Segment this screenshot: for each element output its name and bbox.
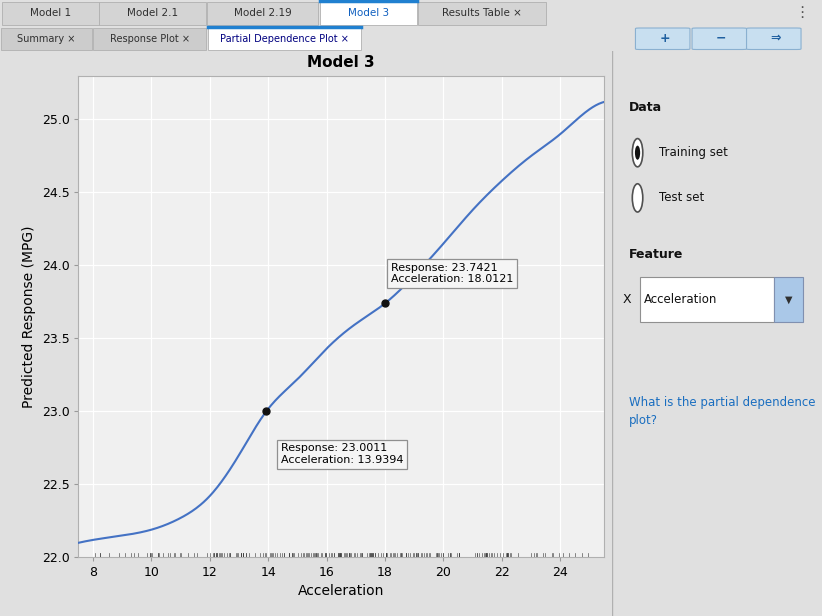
Text: ⋮: ⋮	[794, 6, 809, 20]
Text: Response: 23.7421
Acceleration: 18.0121: Response: 23.7421 Acceleration: 18.0121	[391, 262, 514, 284]
Text: ⇒: ⇒	[771, 31, 781, 44]
FancyBboxPatch shape	[207, 2, 318, 25]
Text: −: −	[716, 31, 727, 44]
Text: ▼: ▼	[785, 294, 792, 304]
Text: Model 2.19: Model 2.19	[233, 8, 292, 18]
Text: Model 3: Model 3	[348, 8, 389, 18]
Text: Response Plot ×: Response Plot ×	[109, 33, 190, 44]
FancyBboxPatch shape	[320, 2, 417, 25]
FancyBboxPatch shape	[93, 28, 206, 50]
FancyBboxPatch shape	[692, 28, 746, 49]
FancyBboxPatch shape	[2, 2, 99, 25]
FancyBboxPatch shape	[746, 28, 801, 49]
Text: Data: Data	[629, 101, 663, 114]
Text: Results Table ×: Results Table ×	[442, 8, 522, 18]
Text: Training set: Training set	[658, 146, 727, 159]
Circle shape	[632, 139, 643, 167]
Text: Feature: Feature	[629, 248, 684, 261]
X-axis label: Acceleration: Acceleration	[298, 585, 385, 598]
Y-axis label: Predicted Response (MPG): Predicted Response (MPG)	[22, 225, 36, 408]
Text: Model 2.1: Model 2.1	[127, 8, 178, 18]
Text: Response: 23.0011
Acceleration: 13.9394: Response: 23.0011 Acceleration: 13.9394	[281, 444, 404, 465]
FancyBboxPatch shape	[1, 28, 92, 50]
FancyBboxPatch shape	[208, 28, 361, 50]
Circle shape	[635, 145, 640, 160]
FancyBboxPatch shape	[774, 277, 803, 322]
FancyBboxPatch shape	[635, 28, 690, 49]
Text: Acceleration: Acceleration	[644, 293, 718, 306]
Text: Model 1: Model 1	[30, 8, 71, 18]
Text: +: +	[659, 31, 670, 44]
FancyBboxPatch shape	[418, 2, 546, 25]
Title: Model 3: Model 3	[307, 55, 375, 70]
Text: Partial Dependence Plot ×: Partial Dependence Plot ×	[219, 33, 349, 44]
Text: Test set: Test set	[658, 192, 704, 205]
Circle shape	[632, 184, 643, 212]
Text: What is the partial dependence
plot?: What is the partial dependence plot?	[629, 395, 815, 427]
Text: Summary ×: Summary ×	[17, 33, 76, 44]
Text: X: X	[623, 293, 631, 306]
FancyBboxPatch shape	[640, 277, 774, 322]
FancyBboxPatch shape	[99, 2, 206, 25]
